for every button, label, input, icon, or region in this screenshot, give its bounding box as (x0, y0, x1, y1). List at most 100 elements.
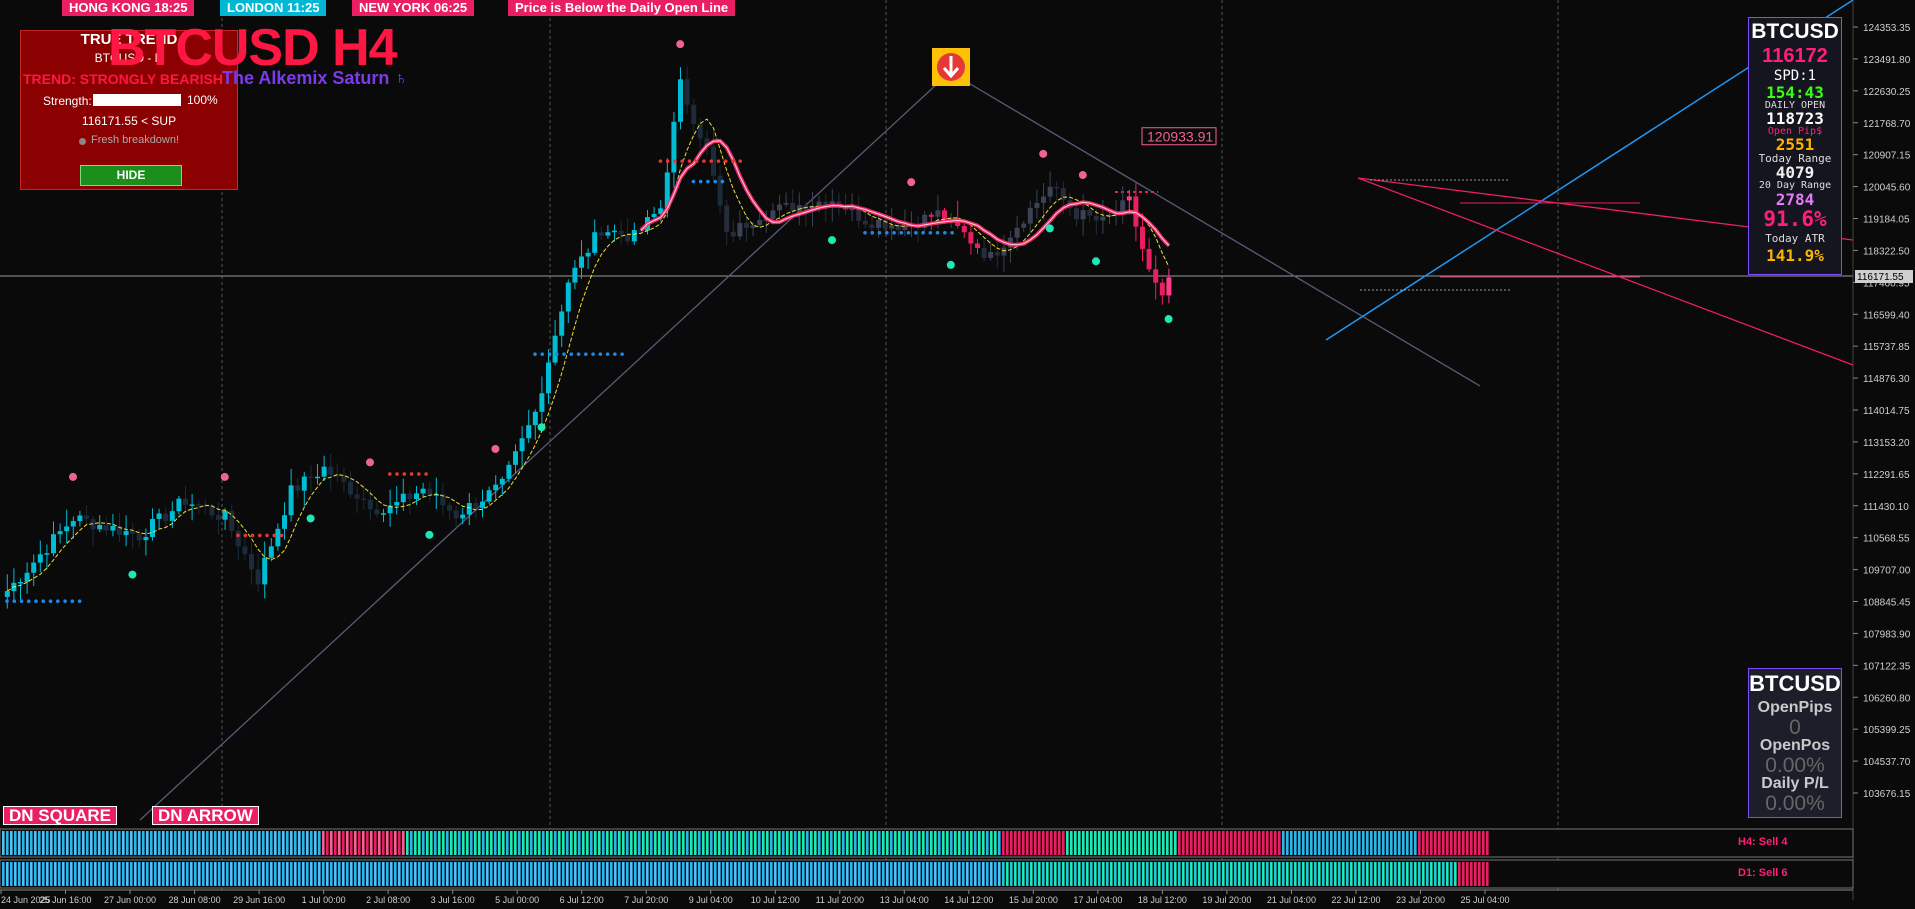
d1-signal-bar (686, 862, 689, 886)
dn-arrow-button[interactable]: DN ARROW (152, 806, 259, 825)
h4-signal-bar (838, 831, 841, 855)
hide-button[interactable]: HIDE (80, 165, 182, 186)
d1-signal-bar (422, 862, 425, 886)
d1-signal-bar (1158, 862, 1161, 886)
d1-signal-bar (1090, 862, 1093, 886)
h4-signal-bar (602, 831, 605, 855)
session-1: LONDON 11:25 (220, 0, 327, 16)
candle (103, 524, 109, 531)
h4-signal-bar (1406, 831, 1409, 855)
stop-dot (598, 352, 603, 356)
h4-signal-bar (826, 831, 829, 855)
indicator-overlay (5, 40, 1173, 604)
d1-signal-bar (1334, 862, 1337, 886)
d1-signal-bar (1062, 862, 1065, 886)
d1-signal-bar (934, 862, 937, 886)
swing-low-dot (537, 423, 546, 432)
candle (565, 282, 571, 312)
d1-signal-bar (10, 862, 13, 886)
d1-signal-bar (194, 862, 197, 886)
d1-signal-bar (1414, 862, 1417, 886)
h4-signal-bar (1094, 831, 1097, 855)
d1-signal-bar (618, 862, 621, 886)
h4-signal-bar (1070, 831, 1073, 855)
candle (526, 425, 532, 439)
stop-dot (605, 352, 610, 356)
fast-ma-line (7, 118, 1170, 592)
support-level-text: 116171.55 < SUP (81, 114, 177, 128)
stop-dot (706, 179, 710, 184)
d1-signal-bar (354, 862, 357, 886)
h4-signal-bar (174, 831, 177, 855)
candle (1166, 277, 1172, 296)
h4-signal-bar (610, 831, 613, 855)
candle (796, 205, 802, 212)
h4-signal-bar (1082, 831, 1085, 855)
h4-signal-bar (474, 831, 477, 855)
h4-signal-bar (1378, 831, 1381, 855)
h4-signal-bar (582, 831, 585, 855)
h4-signal-bar (866, 831, 869, 855)
d1-signal-bar (746, 862, 749, 886)
h4-signal-bar (902, 831, 905, 855)
d1-signal-bar (1078, 862, 1081, 886)
d1-signal-bar (1326, 862, 1329, 886)
d1-signal-bar (1486, 862, 1489, 886)
h4-signal-bar (750, 831, 753, 855)
candle (57, 531, 63, 535)
time-tick-label: 19 Jul 20:00 (1202, 895, 1251, 905)
stop-dot (738, 159, 743, 163)
price-tick-label: 124353.35 (1863, 23, 1911, 34)
d1-signal-bar (1322, 862, 1325, 886)
d1-signal-bar (266, 862, 269, 886)
d1-signal-bar (510, 862, 513, 886)
d1-signal-bar (1466, 862, 1469, 886)
d1-signal-bar (1314, 862, 1317, 886)
dn-square-button[interactable]: DN SQUARE (3, 806, 118, 825)
h4-signal-bar (1338, 831, 1341, 855)
d1-signal-bar (154, 862, 157, 886)
candle (876, 219, 881, 228)
candle (328, 466, 334, 475)
session-3: Price is Below the Daily Open Line (508, 0, 736, 16)
candle (288, 485, 294, 516)
h4-signal-bar (1166, 831, 1169, 855)
h4-signal-bar (546, 831, 549, 855)
stop-dot (863, 230, 867, 235)
swing-high-dot (366, 458, 374, 467)
candle (315, 476, 320, 479)
d1-signal-bar (542, 862, 545, 886)
h4-signal-bar (382, 831, 385, 855)
d1-signal-bar (1142, 862, 1145, 886)
d1-signal-bar (1054, 862, 1057, 886)
candle (777, 204, 782, 211)
candle (282, 515, 287, 529)
candle (64, 526, 70, 532)
candle (1041, 196, 1046, 203)
annotation-box (1141, 127, 1217, 146)
d1-signal-bar (38, 862, 41, 886)
h4-signal-bar (1218, 831, 1221, 855)
trend-lines: 120933.91 (139, 0, 1854, 821)
d1-signal-bar (1234, 862, 1237, 886)
h4-signal-bar (1426, 831, 1429, 855)
h4-signal-bar (1146, 831, 1149, 855)
info-symbol: BTCUSD (1751, 20, 1839, 43)
d1-signal-bar (790, 862, 793, 886)
d1-signal-bar (126, 862, 129, 886)
today-atr-value: 141.9% (1766, 246, 1824, 265)
d1-signal-bar (518, 862, 521, 886)
price-tick-label: 120045.60 (1863, 183, 1911, 194)
stop-dot (723, 159, 728, 163)
h4-signal-bar (1066, 831, 1069, 855)
h4-signal-bar (534, 831, 537, 855)
symbol-info-panel: BTCUSD 116172 SPD:1 154:43 DAILY OPEN 11… (1748, 17, 1842, 275)
h4-signal-bar (1162, 831, 1165, 855)
candle (493, 484, 499, 491)
h4-signal-bar (486, 831, 489, 855)
open-pips-amount: 0 (1789, 716, 1801, 739)
h4-signal-bar (262, 831, 265, 855)
h4-signal-bar (670, 831, 673, 855)
h4-signal-bar (1402, 831, 1405, 855)
